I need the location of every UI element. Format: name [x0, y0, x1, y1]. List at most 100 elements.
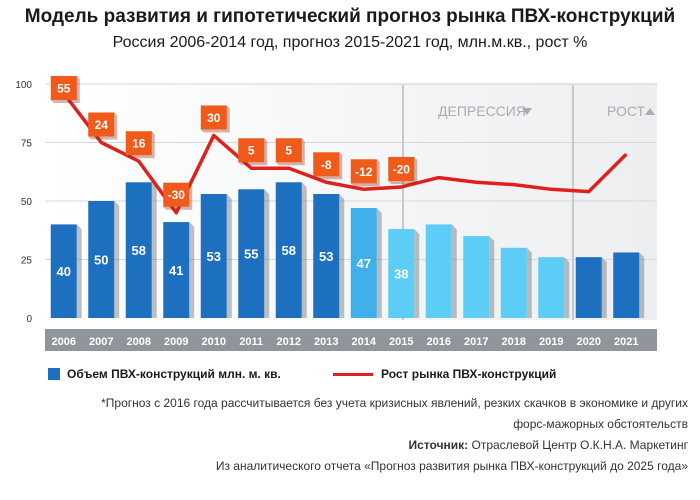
legend-line-swatch	[333, 372, 373, 376]
bar	[275, 182, 302, 318]
legend-bar-label: Объем ПВХ-конструкций млн. м. кв.	[67, 367, 281, 381]
source-text: Отраслевой Центр О.К.Н.А. Маркетинг	[468, 438, 689, 452]
bar-shadow	[339, 193, 345, 318]
growth-badge-label: 5	[285, 144, 292, 158]
line-point	[138, 160, 140, 162]
y-tick-label: 25	[21, 256, 33, 267]
line-point	[250, 167, 252, 169]
report-note: Из аналитического отчета «Прогноз развит…	[215, 459, 688, 473]
x-tick-label: 2011	[239, 336, 263, 348]
legend-bar-swatch	[48, 368, 60, 380]
growth-badge	[313, 152, 340, 177]
growth-badge	[163, 182, 190, 207]
line-point	[100, 142, 102, 143]
footnote-line2: форс-мажорных обстоятельств	[513, 417, 688, 431]
line-point	[400, 186, 402, 188]
bar-value-label: 58	[282, 243, 296, 258]
growth-badge	[50, 76, 77, 100]
line-point	[625, 153, 627, 155]
legend-line: Рост рынка ПВХ-конструкций	[333, 367, 556, 381]
growth-badge-label: -8	[321, 158, 332, 172]
bar-value-label: 41	[169, 263, 183, 278]
growth-badge-label: -12	[355, 165, 373, 179]
y-tick-label: 50	[21, 197, 33, 208]
bar	[238, 189, 265, 318]
growth-badge	[200, 105, 227, 130]
line-series	[62, 92, 628, 215]
bar-shadow	[451, 224, 457, 318]
growth-badge-label: -30	[168, 188, 186, 202]
x-tick-label: 2016	[427, 336, 451, 348]
bar-shadow	[151, 182, 157, 318]
bar-shadow	[226, 193, 232, 318]
chart-title: Модель развития и гипотетический прогноз…	[24, 6, 676, 27]
x-tick-label: 2009	[164, 336, 188, 348]
growth-badge-label: 55	[57, 82, 71, 96]
line-point	[213, 134, 215, 136]
growth-badge-label: 16	[132, 137, 146, 151]
line-point	[475, 181, 477, 183]
line-point	[513, 184, 515, 186]
chart-subtitle: Россия 2006-2014 год, прогноз 2015-2021 …	[112, 34, 588, 51]
line-point	[288, 167, 290, 169]
x-tick-label: 2018	[502, 336, 526, 348]
legend-bars: Объем ПВХ-конструкций млн. м. кв.	[48, 367, 281, 381]
growth-badge	[88, 112, 115, 137]
bar-value-label: 40	[57, 264, 71, 279]
growth-badge-label: 30	[207, 111, 221, 125]
source-label: Источник:	[408, 438, 469, 452]
bar-value-label: 47	[357, 256, 371, 271]
x-axis-band	[45, 329, 657, 351]
bar-shadow	[564, 257, 570, 318]
y-tick-label: 0	[26, 314, 32, 325]
line-point	[325, 181, 327, 183]
bar	[200, 193, 227, 318]
bar	[313, 193, 340, 318]
bar-shadow	[189, 222, 195, 318]
bar	[350, 208, 377, 318]
line-point	[550, 188, 552, 190]
y-tick-label: 75	[21, 139, 33, 150]
x-tick-label: 2021	[614, 336, 638, 348]
growth-badge-label: 24	[95, 118, 109, 132]
bar	[613, 252, 640, 318]
bar	[88, 201, 115, 318]
growth-line	[62, 92, 628, 215]
triangle-down-icon	[522, 108, 532, 115]
bar	[538, 257, 565, 318]
x-tick-label: 2019	[539, 336, 563, 348]
footnote-line1: *Прогноз с 2016 года рассчитывается без …	[101, 396, 688, 410]
line-point	[588, 191, 590, 193]
legend-line-label: Рост рынка ПВХ-конструкций	[381, 367, 557, 381]
x-tick-label: 2007	[89, 336, 113, 348]
line-point	[363, 188, 365, 190]
zone-label-depression: ДЕПРЕССИЯ	[438, 103, 526, 119]
bar-value-label: 53	[319, 249, 333, 264]
line-point	[438, 177, 440, 179]
bar	[125, 182, 152, 318]
triangle-up-icon	[645, 108, 655, 115]
bar	[575, 257, 602, 318]
bar-value-label: 53	[207, 249, 221, 264]
bar	[463, 236, 490, 318]
bar-shadow	[301, 182, 307, 318]
bar-shadow	[264, 189, 270, 318]
x-tick-label: 2006	[52, 336, 76, 348]
x-tick-label: 2020	[577, 336, 601, 348]
bar	[50, 224, 77, 318]
bar	[425, 224, 452, 318]
growth-badge	[350, 159, 377, 184]
x-axis: 2006 2007 2008 2009 2010 2011 2012 2013 2014 2015…	[52, 336, 639, 348]
x-tick-label: 2014	[352, 336, 377, 348]
y-axis: 0 25 50 75 100	[15, 80, 32, 325]
growth-badge-label: 5	[248, 144, 255, 158]
x-tick-label: 2010	[202, 336, 226, 348]
growth-badge	[238, 138, 265, 163]
line-point	[175, 212, 177, 214]
bar-shadow	[114, 201, 120, 318]
zone-label-growth: РОСТ	[607, 103, 646, 119]
bar-value-label: 38	[394, 267, 408, 282]
growth-badge-label: -20	[393, 162, 411, 176]
